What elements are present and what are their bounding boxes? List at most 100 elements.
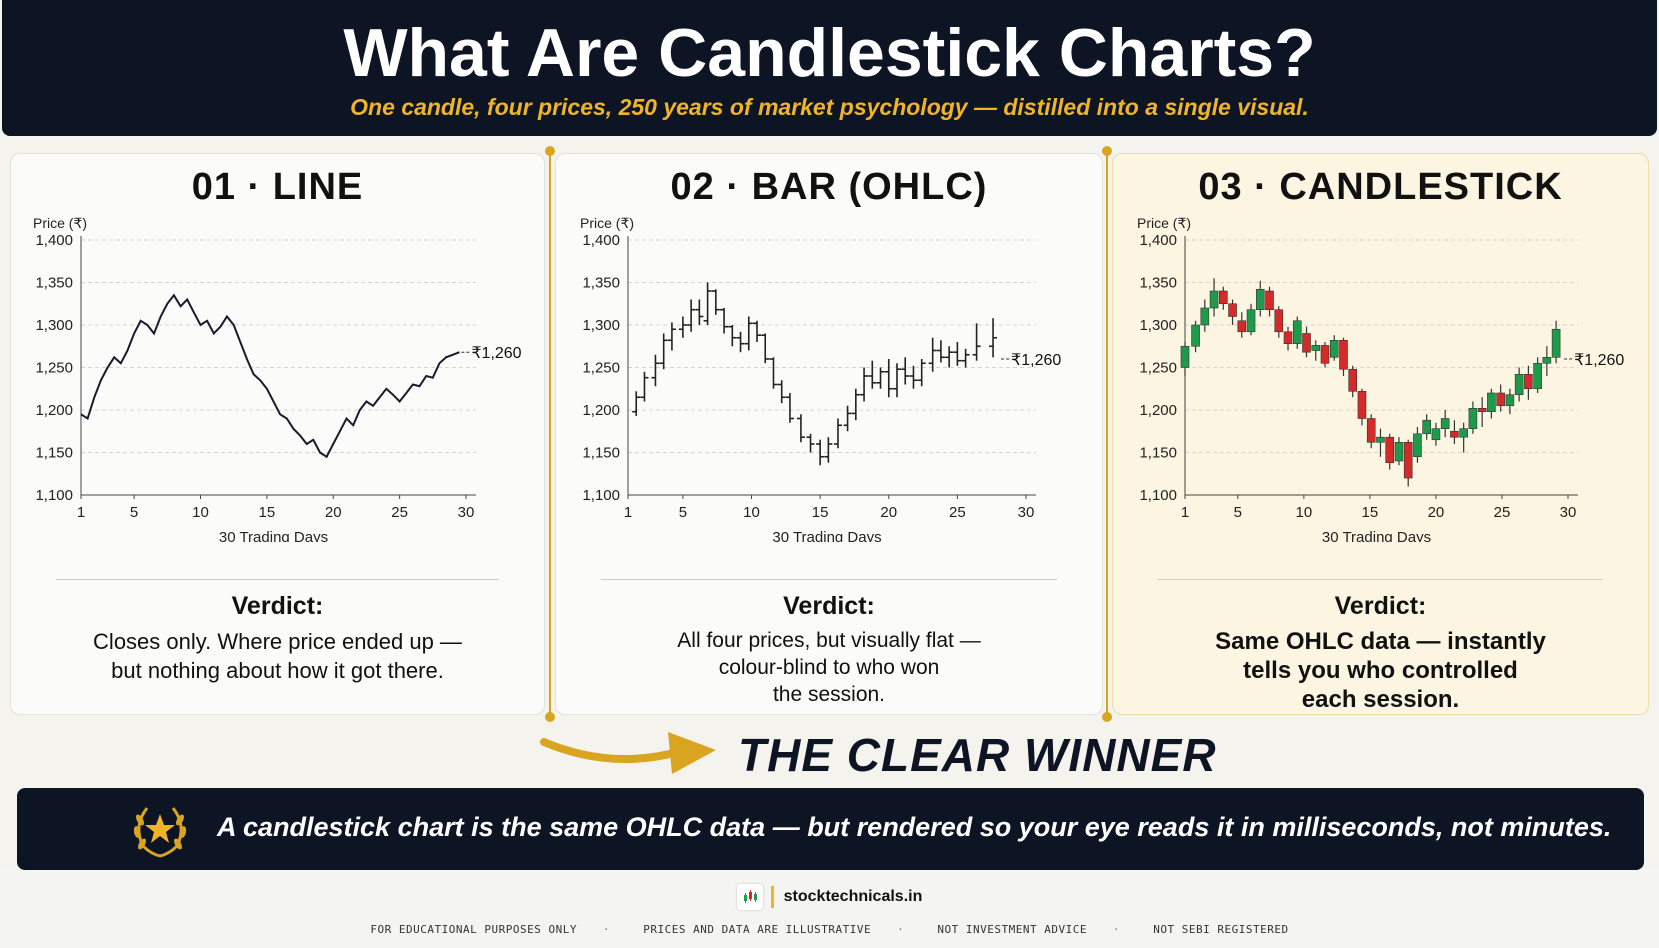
x-axis-label: 30 Trading Days xyxy=(219,529,328,542)
y-tick-label: 1,250 xyxy=(1139,360,1177,377)
panel-title: 03 · CANDLESTICK xyxy=(1198,166,1563,208)
candle-body xyxy=(1459,428,1468,438)
ohlc-bar xyxy=(711,289,720,315)
price-line xyxy=(80,293,460,459)
y-tick-label: 1,100 xyxy=(1139,487,1177,504)
divider xyxy=(1158,579,1603,580)
y-tick-label: 1,250 xyxy=(35,360,73,377)
x-tick-label: 10 xyxy=(1296,504,1313,521)
candle-body xyxy=(1533,362,1542,390)
candle xyxy=(1283,326,1293,351)
ohlc-bar xyxy=(703,282,712,325)
x-tick-label: 20 xyxy=(325,504,342,521)
ohlc-bar xyxy=(687,299,696,332)
ohlc-bar xyxy=(936,340,945,363)
candle-body xyxy=(1219,290,1228,305)
candlestick-chart: Price (₹) 1,100 1,150 1,200 1,250 1,300 1,350 1… xyxy=(1137,215,1624,542)
y-tick-label: 1,200 xyxy=(582,402,620,419)
x-tick-label: 25 xyxy=(1494,504,1511,521)
x-tick-label: 30 xyxy=(1018,504,1035,521)
x-tick-label: 1 xyxy=(624,504,632,521)
y-tick-label: 1,150 xyxy=(1139,445,1177,462)
verdict-title: Verdict: xyxy=(231,592,324,620)
ohlc-bar xyxy=(806,433,815,453)
verdict-line: Closes only. Where price ended up — xyxy=(93,629,462,654)
y-tick-label: 1,400 xyxy=(1139,232,1177,249)
ohlc-bar xyxy=(892,363,901,398)
panel-candlestick: 03 · CANDLESTICK Price (₹) 1,100 1,150 1,20… xyxy=(1112,153,1649,715)
candle xyxy=(1265,286,1274,317)
candle xyxy=(1385,433,1395,470)
candle-body xyxy=(1339,340,1348,370)
candle xyxy=(1348,365,1358,398)
candle-body xyxy=(1180,345,1190,368)
candle-body xyxy=(1376,436,1385,443)
last-price-label: ₹1,260 xyxy=(1011,352,1061,369)
y-tick-label: 1,200 xyxy=(35,402,73,419)
ohlc-bar xyxy=(843,405,852,432)
ohlc-bar xyxy=(945,346,954,368)
candle xyxy=(1514,367,1524,402)
ohlc-bar xyxy=(928,337,937,372)
ohlc-bar xyxy=(953,342,962,366)
candle xyxy=(1440,410,1450,438)
y-tick-label: 1,350 xyxy=(582,275,620,292)
y-tick-label: 1,100 xyxy=(582,487,620,504)
candle xyxy=(1487,388,1496,419)
candle xyxy=(1329,335,1339,361)
x-tick-label: 20 xyxy=(1428,504,1445,521)
footer: stocktechnicals.in FOR EDUCATIONAL PURPO… xyxy=(0,870,1659,948)
x-tick-label: 5 xyxy=(130,504,138,521)
candle xyxy=(1431,422,1441,446)
x-tick-label: 1 xyxy=(1181,504,1189,521)
ohlc-bar xyxy=(961,348,970,368)
x-tick-label: 25 xyxy=(391,504,408,521)
candle xyxy=(1542,346,1552,376)
candle xyxy=(1191,320,1200,353)
candle xyxy=(1255,280,1265,317)
divider xyxy=(601,579,1057,580)
ohlc-bar xyxy=(884,359,893,398)
y-axis-label: Price (₹) xyxy=(1137,215,1191,231)
candle-body xyxy=(1422,419,1431,435)
y-tick-label: 1,350 xyxy=(1139,275,1177,292)
candle xyxy=(1505,388,1515,415)
verdict-line: the session. xyxy=(772,683,886,706)
x-axis-label: 30 Trading Days xyxy=(1322,529,1431,542)
arrow-icon xyxy=(540,732,716,774)
candle xyxy=(1320,342,1330,368)
candle-body xyxy=(1487,392,1496,413)
summary-banner: A candlestick chart is the same OHLC dat… xyxy=(17,788,1644,870)
candle-body xyxy=(1413,433,1422,458)
candle xyxy=(1200,299,1210,332)
candle-body xyxy=(1403,442,1413,479)
ohlc-bar xyxy=(796,414,805,443)
candle-body xyxy=(1274,309,1284,333)
candle-body xyxy=(1228,303,1237,317)
candle xyxy=(1551,320,1561,364)
verdict-text: Closes only. Where price ended up — but … xyxy=(41,627,514,685)
ohlc-bar xyxy=(909,365,918,389)
y-tick-label: 1,150 xyxy=(35,445,73,462)
x-tick-label: 25 xyxy=(949,504,966,521)
candle-body xyxy=(1283,331,1293,345)
candle-body xyxy=(1524,374,1533,390)
candle xyxy=(1413,427,1422,463)
brand-name: stocktechnicals.in xyxy=(783,888,923,905)
candle xyxy=(1524,365,1533,400)
last-price-label: ₹1,260 xyxy=(1574,352,1624,369)
candle-body xyxy=(1366,418,1376,443)
candle-body xyxy=(1551,328,1561,358)
ohlc-bar xyxy=(989,318,998,358)
candle xyxy=(1274,306,1284,338)
ohlc-bar xyxy=(744,316,753,351)
candle-body xyxy=(1246,309,1256,333)
candle-body xyxy=(1255,289,1265,311)
candle xyxy=(1237,312,1247,338)
candle-body xyxy=(1200,307,1210,326)
candle-body xyxy=(1542,357,1552,364)
ohlc-bar xyxy=(651,354,660,387)
y-tick-label: 1,300 xyxy=(582,317,620,334)
brand-logo-icon xyxy=(736,884,763,910)
candle-body xyxy=(1320,345,1330,364)
